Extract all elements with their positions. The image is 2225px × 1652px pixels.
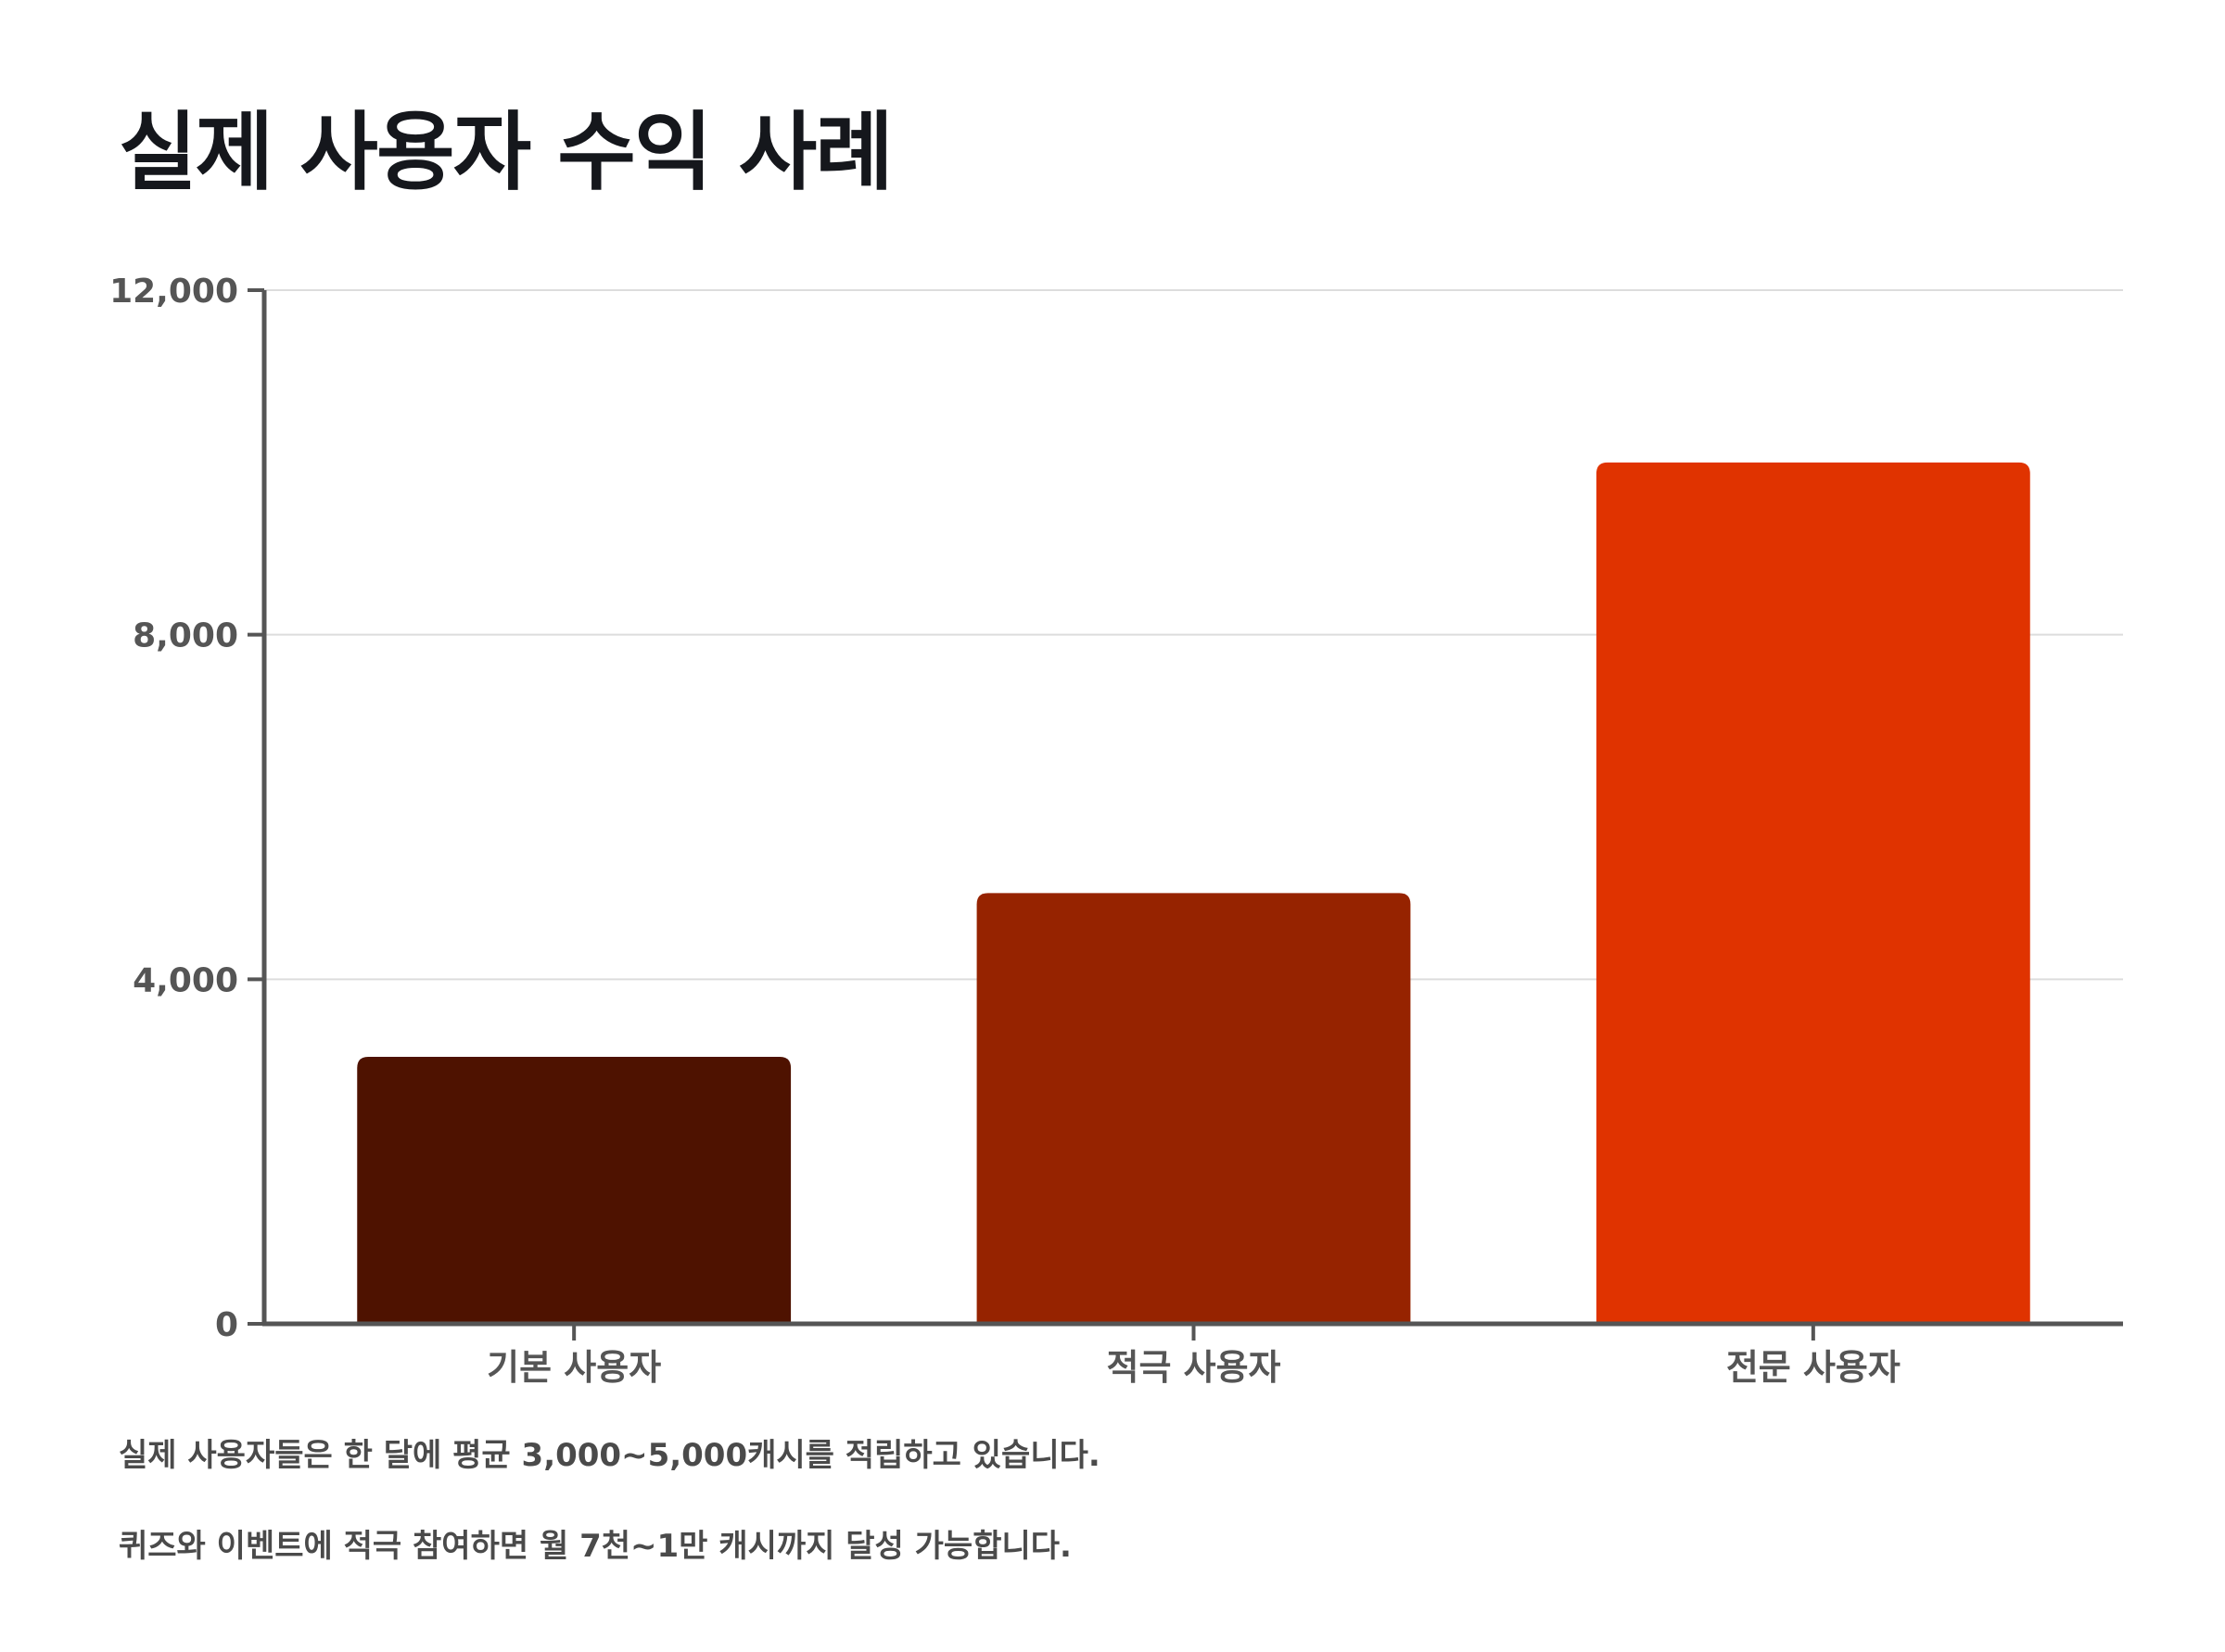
summary-note-1: 실제 사용자들은 한 달에 평균 3,000~5,000캐시를 적립하고 있습니… <box>119 1437 1100 1474</box>
y-tick-labels: 0 4,000 8,000 12,000 <box>109 273 238 1344</box>
bar-1 <box>357 1056 792 1324</box>
x-tick-labels: 기본 사용자 적극 사용자 전문 사용자 <box>487 1347 1901 1388</box>
bar-2 <box>976 893 1411 1324</box>
x-tick-label: 적극 사용자 <box>1106 1347 1280 1388</box>
x-tick-label: 전문 사용자 <box>1726 1347 1901 1388</box>
y-tick-label: 4,000 <box>133 961 238 999</box>
y-tick-label: 8,000 <box>133 617 238 655</box>
axes <box>248 288 2123 1341</box>
bar-3 <box>1596 462 2030 1324</box>
y-tick-label: 12,000 <box>109 273 238 311</box>
chart-title: 실제 사용자 수익 사례 <box>119 103 894 202</box>
x-tick-label: 기본 사용자 <box>487 1347 661 1388</box>
bars <box>357 462 2030 1324</box>
y-tick-label: 0 <box>215 1306 238 1344</box>
summary-note-2: 퀴즈와 이벤트에 적극 참여하면 월 7천~1만 캐시까지 달성 가능합니다. <box>119 1528 1072 1565</box>
bar-chart: 0 4,000 8,000 12,000 기본 사용자 적극 사용자 전문 사용자 <box>109 273 2123 1388</box>
